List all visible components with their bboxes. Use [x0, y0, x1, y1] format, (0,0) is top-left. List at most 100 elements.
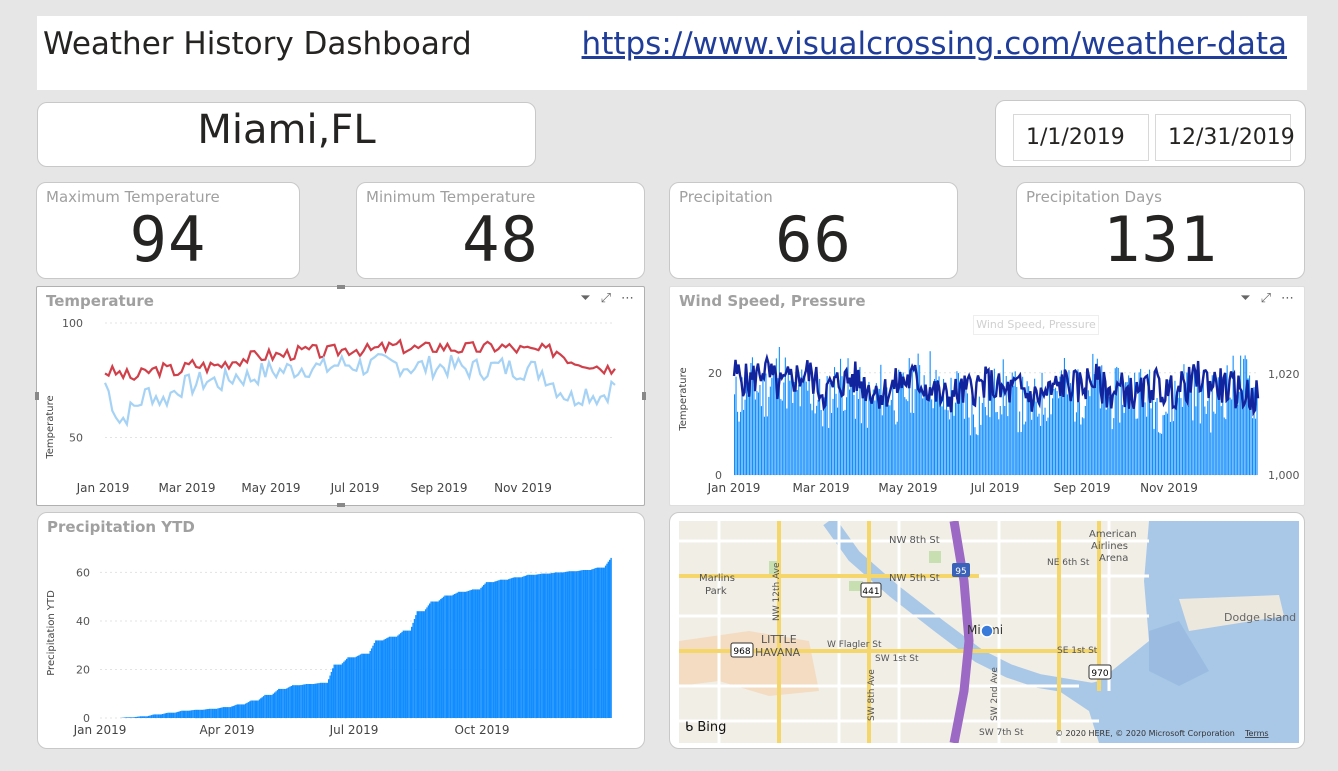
- wind-bar: [1032, 394, 1034, 475]
- wind-bar: [874, 400, 876, 475]
- resize-handle[interactable]: [35, 392, 39, 400]
- map-panel[interactable]: 95 441 968 970 NW 8th St NW 5th St Marli…: [669, 512, 1305, 749]
- precip-bar: [294, 685, 297, 718]
- wind-bar: [1105, 409, 1107, 475]
- precip-bar: [451, 595, 453, 718]
- wind-bar: [1099, 408, 1101, 475]
- precip-bar: [189, 710, 191, 718]
- precip-bar: [470, 589, 473, 718]
- precip-bar: [323, 682, 326, 718]
- wind-bar: [1034, 378, 1036, 475]
- wind-bar: [992, 389, 994, 475]
- filter-icon[interactable]: ⏷: [580, 291, 591, 306]
- precip-bar: [467, 590, 470, 718]
- precip-bar: [424, 609, 427, 718]
- focus-mode-icon[interactable]: ⤢: [600, 291, 611, 306]
- precip-bar: [593, 568, 596, 718]
- precip-bar: [316, 683, 319, 718]
- wind-bar: [869, 395, 871, 475]
- temperature-panel[interactable]: Temperature ⏷ ⤢ ⋯ Temperature 50 100 Jan 201…: [35, 285, 646, 507]
- precip-bar: [249, 701, 251, 718]
- wind-bar: [1110, 397, 1112, 475]
- wind-bar: [881, 415, 883, 475]
- wind-bar: [1250, 397, 1252, 475]
- resize-handle[interactable]: [337, 285, 345, 289]
- map-label: Dodge Island: [1224, 611, 1296, 624]
- precip-bar: [171, 712, 173, 718]
- route-shield: 95: [952, 563, 970, 577]
- precip-bar: [566, 571, 568, 718]
- precip-bar: [167, 712, 169, 718]
- resize-handle[interactable]: [337, 503, 345, 507]
- precip-bar: [175, 712, 178, 718]
- precip-bar: [271, 694, 273, 718]
- precip-bar: [242, 704, 244, 718]
- wind-bar: [1029, 392, 1031, 475]
- wind-bar: [1196, 382, 1198, 475]
- map-label: SW 1st St: [875, 654, 919, 664]
- wind-bar: [966, 393, 968, 475]
- wind-bar: [859, 367, 861, 475]
- panel-title: Temperature: [46, 292, 154, 310]
- precip-bar: [463, 591, 466, 718]
- wind-bar: [826, 376, 828, 475]
- precip-bar: [549, 573, 551, 718]
- precip-bar: [534, 574, 536, 718]
- wind-bar: [1017, 432, 1019, 475]
- location-pin[interactable]: [980, 624, 994, 638]
- precip-bar: [260, 698, 262, 718]
- panel-title: Wind Speed, Pressure: [679, 292, 866, 310]
- wind-bar: [1062, 385, 1064, 475]
- wind-bar: [1005, 376, 1007, 475]
- precip-bar: [474, 589, 477, 718]
- focus-mode-icon[interactable]: ⤢: [1260, 291, 1271, 306]
- precip-bar: [132, 717, 135, 718]
- wind-bar: [1084, 406, 1086, 475]
- map-label: SW 7th St: [979, 728, 1024, 738]
- end-date-input[interactable]: 12/31/2019: [1155, 114, 1295, 161]
- start-date-input[interactable]: 1/1/2019: [1013, 114, 1149, 161]
- wind-bar: [792, 403, 794, 475]
- kpi-value: 66: [775, 203, 852, 276]
- wind-bar: [905, 399, 907, 475]
- precip-bar: [152, 714, 154, 718]
- precip-bar: [168, 712, 171, 718]
- wind-bar: [929, 351, 931, 475]
- wind-bar: [1049, 383, 1051, 475]
- resize-handle[interactable]: [642, 392, 646, 400]
- svg-text:970: 970: [1091, 669, 1108, 679]
- wind-bar: [1119, 422, 1121, 475]
- wind-bar: [1090, 380, 1092, 475]
- precip-bar: [184, 710, 186, 718]
- wind-bar: [851, 380, 853, 475]
- wind-bar: [1249, 375, 1251, 475]
- wind-bar: [1202, 370, 1204, 475]
- wind-pressure-panel[interactable]: Wind Speed, Pressure ⏷ ⤢ ⋯ Wind Speed, Pre…: [669, 286, 1305, 506]
- wind-bar: [1129, 408, 1131, 475]
- kpi-label: Maximum Temperature: [46, 188, 220, 206]
- precip-bar: [127, 717, 129, 718]
- wind-bar: [1201, 388, 1203, 475]
- y-tick-label: 0: [83, 712, 90, 725]
- more-options-icon[interactable]: ⋯: [1281, 291, 1294, 306]
- wind-bar: [1219, 395, 1221, 475]
- wind-bar: [1080, 424, 1082, 475]
- wind-bar: [1152, 391, 1154, 475]
- precip-bar: [226, 707, 229, 718]
- wind-bar: [920, 387, 922, 475]
- wind-bar: [916, 372, 918, 475]
- source-link[interactable]: https://www.visualcrossing.com/weather-d…: [581, 26, 1287, 62]
- precipitation-panel[interactable]: Precipitation YTD Precipitation YTD 0 20 4…: [37, 512, 645, 749]
- precip-bar: [517, 577, 520, 718]
- x-tick-label: Jul 2019: [330, 481, 380, 495]
- map-terms-link[interactable]: Terms: [1244, 729, 1269, 738]
- city-map[interactable]: 95 441 968 970 NW 8th St NW 5th St Marli…: [679, 521, 1299, 743]
- wind-bar: [1174, 380, 1176, 475]
- map-label: SW 2nd Ave: [990, 667, 1000, 721]
- precip-bar: [573, 571, 575, 718]
- precip-bar: [555, 572, 557, 718]
- filter-icon[interactable]: ⏷: [1240, 291, 1251, 306]
- wind-bar: [886, 387, 888, 475]
- wind-bar: [995, 412, 997, 475]
- more-options-icon[interactable]: ⋯: [621, 291, 634, 306]
